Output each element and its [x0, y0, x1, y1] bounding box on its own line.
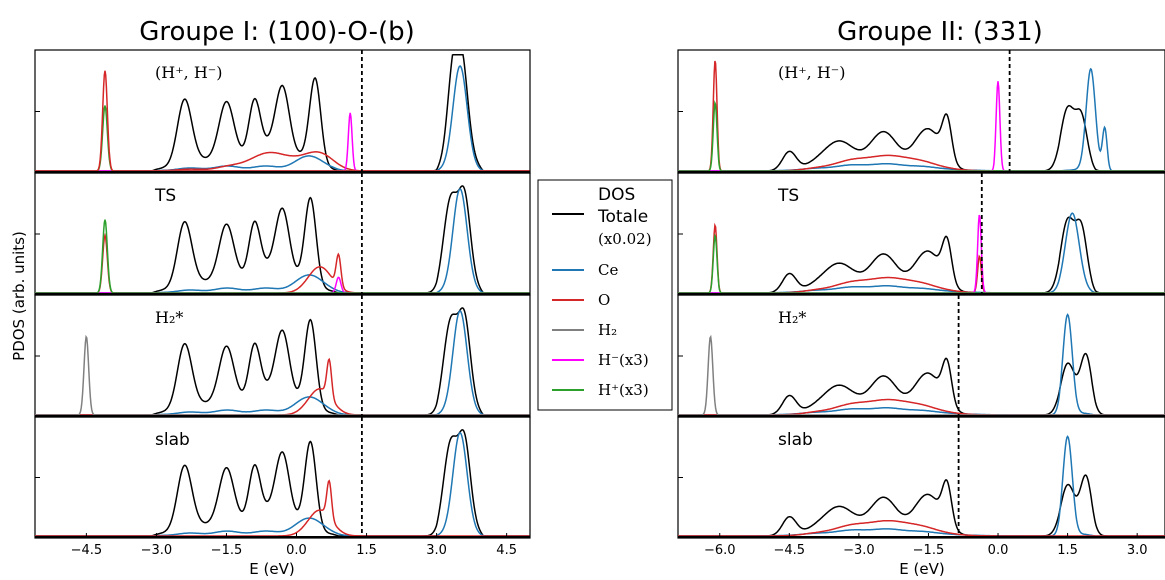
panel-2-1: (H⁺, H⁻): [677, 49, 1165, 174]
series-line-h-x3-: [678, 81, 1165, 172]
x-axis-label-group-2: E (eV): [899, 560, 944, 578]
panel-1-3: H₂*: [34, 294, 531, 418]
panel-1-1: (H⁺, H⁻): [34, 49, 531, 174]
legend-label: O: [598, 291, 610, 309]
series-line-ce: [678, 313, 1165, 416]
series-line-ce: [678, 67, 1165, 172]
panel-frame: [677, 416, 1165, 539]
legend-label: Ce: [598, 261, 618, 279]
x-tick-label: 4.5: [496, 543, 517, 558]
panel-frame: [677, 294, 1165, 418]
panel-label: slab: [778, 430, 813, 450]
x-tick-label: 3.0: [1127, 543, 1148, 558]
series-line-dos-totale-x0-02-: [35, 307, 530, 416]
legend-label: (x0.02): [598, 230, 652, 248]
series-line-dos-totale-x0-02-: [678, 474, 1165, 537]
panel-label: H₂*: [778, 308, 806, 327]
series-line-dos-totale-x0-02-: [678, 104, 1165, 172]
panel-frame: [34, 416, 531, 539]
x-tick-label: −6.0: [704, 543, 736, 558]
series-line-h-: [35, 334, 530, 416]
panel-frame: [677, 172, 1165, 296]
x-tick-label: −1.5: [913, 543, 945, 558]
panel-2-4: slab: [677, 416, 1165, 539]
x-tick-label: −4.5: [774, 543, 806, 558]
legend-label: H₂: [598, 321, 617, 339]
x-tick-label: −4.5: [71, 543, 103, 558]
panel-1-4: slab: [34, 416, 531, 539]
legend-label: H⁺(x3): [598, 381, 649, 399]
series-line-ce: [35, 431, 530, 537]
x-tick-label: 0.0: [286, 543, 307, 558]
panel-label: TS: [154, 186, 176, 206]
series-line-h-x3-: [35, 219, 530, 294]
legend-frame: [537, 179, 673, 411]
chart-title-group-2: Groupe II: (331): [837, 17, 1043, 47]
chart-title-group-1: Groupe I: (100)-O-(b): [139, 17, 415, 47]
x-tick-label: 0.0: [988, 543, 1009, 558]
x-tick-label: −1.5: [211, 543, 243, 558]
series-line-o: [678, 398, 1165, 416]
x-tick-label: 1.5: [1057, 543, 1078, 558]
x-axis-label-group-1: E (eV): [249, 560, 294, 578]
x-tick-label: −3.0: [141, 543, 173, 558]
series-line-h-x3-: [678, 233, 1165, 294]
panel-label: slab: [155, 430, 190, 450]
legend-label: DOS: [598, 185, 635, 205]
panel-2-3: H₂*: [677, 294, 1165, 418]
panel-frame: [34, 294, 531, 418]
panel-label: H₂*: [155, 308, 183, 327]
series-line-o: [35, 232, 530, 294]
series-line-o: [678, 519, 1165, 537]
series-line-dos-totale-x0-02-: [35, 429, 530, 537]
series-line-ce: [35, 309, 530, 416]
x-tick-label: −3.0: [843, 543, 875, 558]
panel-label: (H⁺, H⁻): [778, 63, 845, 82]
y-axis-label: PDOS (arb. units): [10, 231, 28, 361]
series-line-o: [35, 479, 530, 537]
x-tick-label: 1.5: [356, 543, 377, 558]
panel-2-2: TS: [677, 172, 1165, 296]
series-line-dos-totale-x0-02-: [678, 352, 1165, 416]
legend-label: H⁻(x3): [598, 351, 649, 369]
series-line-o: [35, 357, 530, 416]
panel-label: TS: [777, 186, 799, 206]
panel-1-2: TS: [34, 172, 531, 296]
panel-label: (H⁺, H⁻): [155, 63, 222, 82]
series-line-ce: [678, 435, 1165, 537]
panel-frame: [677, 49, 1165, 174]
legend-label: Totale: [597, 207, 648, 227]
x-tick-label: 3.0: [426, 543, 447, 558]
